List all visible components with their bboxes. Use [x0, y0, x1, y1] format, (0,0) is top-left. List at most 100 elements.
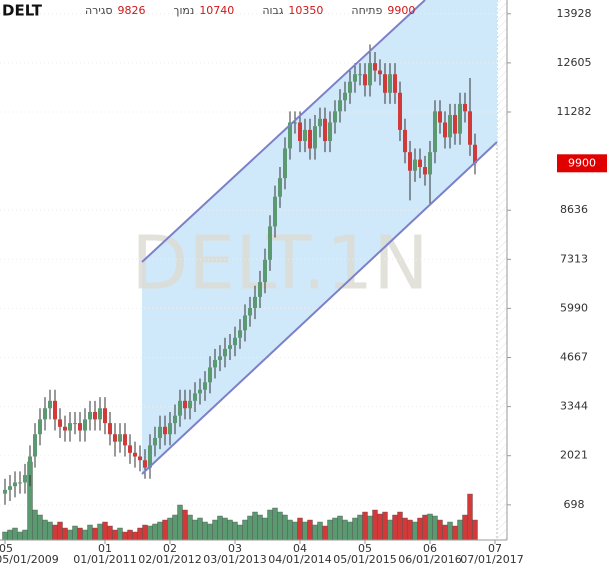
- candle-body: [198, 389, 202, 394]
- volume-bar: [287, 519, 293, 541]
- volume-bar: [427, 513, 433, 541]
- candle-body: [238, 330, 242, 338]
- candle-body: [143, 460, 147, 468]
- volume-bar: [367, 515, 373, 541]
- field-value: 9900: [387, 4, 415, 17]
- candle-body: [68, 423, 72, 431]
- x-tick-label: 07/01/2017: [460, 553, 523, 566]
- volume-bar: [97, 523, 103, 541]
- y-tick-label: 3344: [560, 400, 588, 413]
- candle-body: [328, 122, 332, 142]
- volume-bar: [7, 529, 13, 541]
- volume-bar: [132, 531, 138, 541]
- channel-upper: [141, 0, 426, 263]
- volume-bar: [357, 514, 363, 541]
- candle-body: [408, 152, 412, 171]
- y-tick-label: 12605: [557, 56, 592, 69]
- volume-bar: [397, 511, 403, 541]
- candle-body: [243, 315, 247, 331]
- candle-body: [453, 115, 457, 134]
- candle-body: [203, 382, 207, 390]
- volume-bar: [207, 523, 213, 541]
- volume-bar: [77, 527, 83, 541]
- candle-body: [168, 423, 172, 435]
- volume-bar: [177, 504, 183, 541]
- volume-bar: [57, 521, 63, 541]
- candle-body: [18, 482, 22, 484]
- volume-bar: [37, 514, 43, 541]
- volume-bar: [347, 521, 353, 541]
- volume-bar: [172, 514, 178, 541]
- candle-body: [23, 475, 27, 483]
- x-tick-top-label: 04: [293, 542, 307, 555]
- y-tick-label: 4667: [560, 351, 588, 364]
- volume-bar: [62, 527, 68, 541]
- volume-bar: [87, 524, 93, 541]
- volume-bar: [362, 511, 368, 541]
- candle-body: [108, 423, 112, 435]
- candle-body: [373, 63, 377, 71]
- x-tick-label: 04/01/2014: [268, 553, 331, 566]
- volume-bar: [342, 519, 348, 541]
- last-price-label: 9900: [568, 156, 596, 169]
- volume-bar: [72, 525, 78, 541]
- candle-body: [38, 419, 42, 435]
- volume-bar: [422, 514, 428, 541]
- candle-body: [293, 122, 297, 124]
- volume-bar: [407, 519, 413, 541]
- volume-bar: [67, 529, 73, 541]
- candle-body: [228, 345, 232, 349]
- candle-body: [103, 408, 107, 424]
- candle-body: [448, 115, 452, 138]
- candle-body: [318, 118, 322, 127]
- volume-bar: [392, 514, 398, 541]
- candle-body: [303, 129, 307, 142]
- volume-bar: [117, 527, 123, 541]
- volume-bar: [457, 519, 463, 541]
- candle-body: [418, 159, 422, 168]
- volume-bar: [257, 514, 263, 541]
- candle-body: [218, 356, 222, 360]
- volume-bar: [417, 517, 423, 541]
- volume-bar: [2, 531, 8, 541]
- y-tick-label: 698: [564, 498, 585, 511]
- candle-body: [48, 400, 52, 409]
- candle-body: [283, 148, 287, 179]
- field-label: סגירה: [85, 4, 113, 17]
- candle-body: [98, 408, 102, 420]
- candle-body: [148, 445, 152, 468]
- field-value: 10350: [288, 4, 323, 17]
- future-area: [497, 0, 507, 540]
- x-tick-label: 03/01/2013: [203, 553, 266, 566]
- candle-body: [118, 434, 122, 442]
- candle-body: [353, 74, 357, 82]
- volume-bar: [452, 525, 458, 541]
- volume-bar: [232, 521, 238, 541]
- volume-bar: [22, 529, 28, 541]
- field-label: גבוה: [262, 4, 284, 17]
- volume-bar: [372, 509, 378, 541]
- volume-bar: [282, 514, 288, 541]
- candle-body: [278, 178, 282, 197]
- candle-body: [133, 452, 137, 457]
- volume-bar: [322, 525, 328, 541]
- volume-bar: [122, 531, 128, 541]
- volume-bar: [267, 509, 273, 541]
- volume-bar: [447, 521, 453, 541]
- channel-fill: [142, 0, 497, 474]
- volume-bar: [277, 511, 283, 541]
- candle-body: [443, 122, 447, 138]
- candle-body: [363, 74, 367, 86]
- volume-bar: [387, 519, 393, 541]
- candle-body: [398, 92, 402, 130]
- volume-bar: [157, 521, 163, 541]
- candle-body: [378, 70, 382, 75]
- field-label: נמוך: [174, 4, 195, 17]
- volume-bar: [382, 511, 388, 541]
- candle-body: [403, 129, 407, 153]
- candle-body: [473, 144, 477, 164]
- candle-body: [428, 152, 432, 175]
- candle-body: [388, 74, 392, 93]
- y-tick-label: 7313: [560, 252, 588, 265]
- candle-body: [188, 400, 192, 409]
